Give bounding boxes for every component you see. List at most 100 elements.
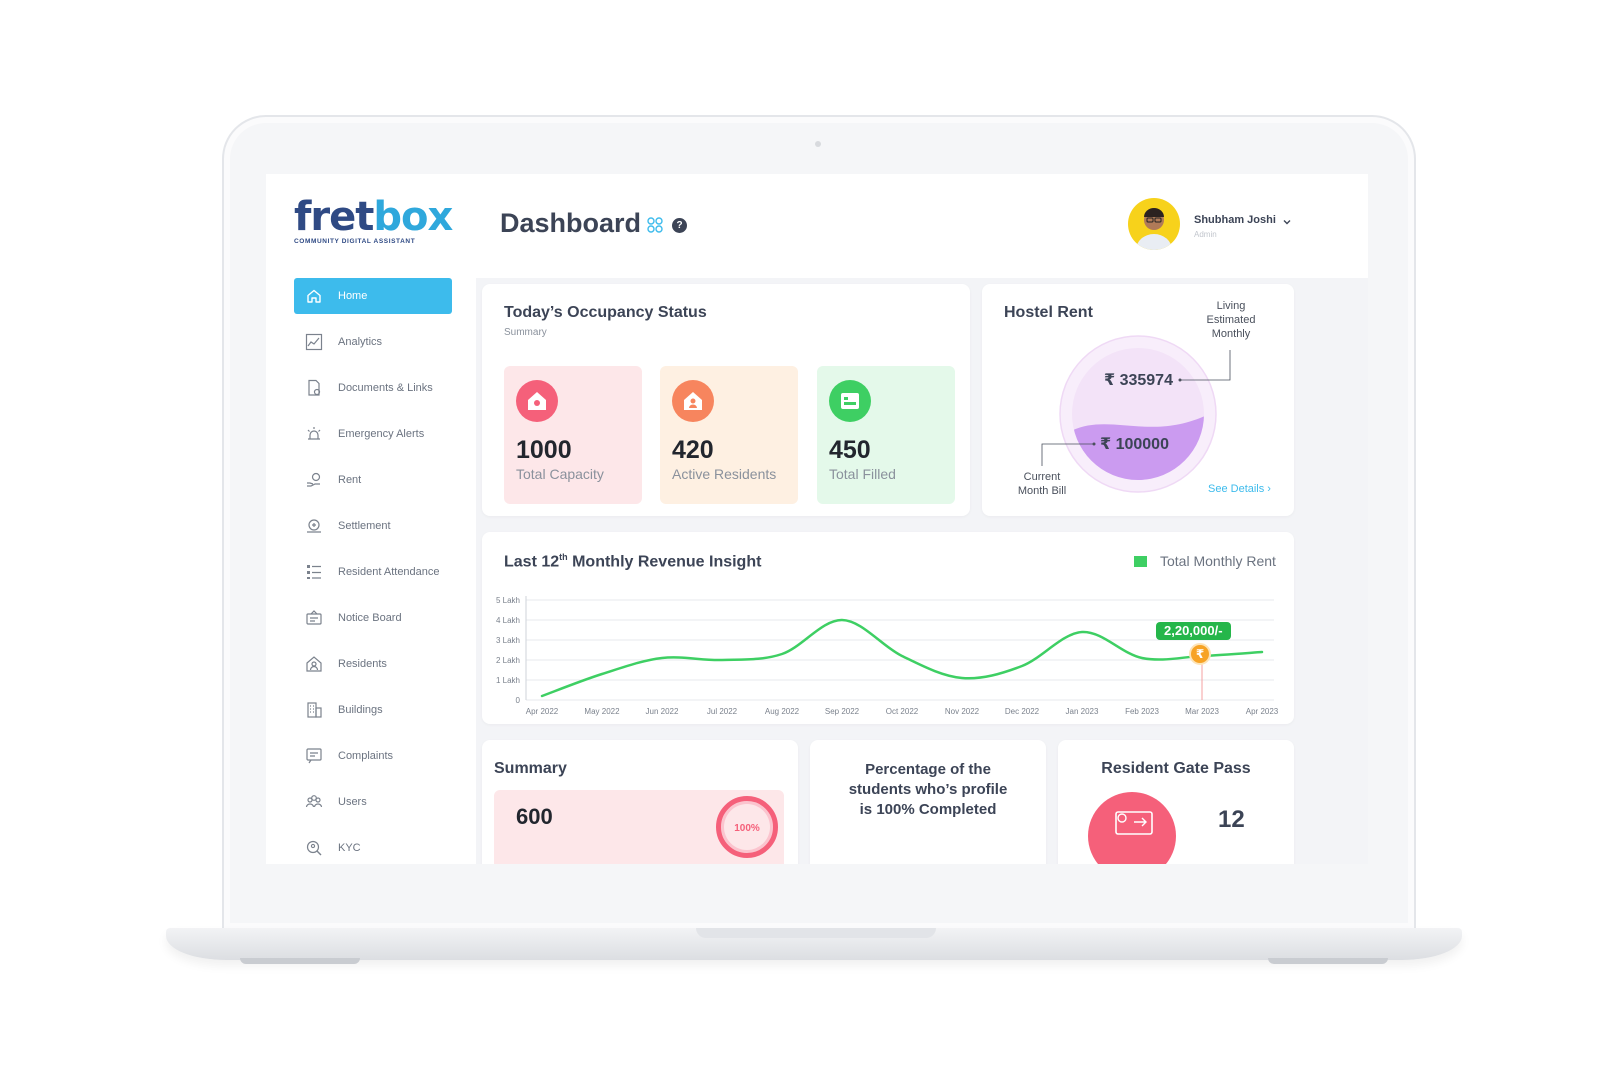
revenue-chart-card: Last 12th Monthly Revenue Insight Total … [482, 532, 1294, 724]
help-icon[interactable]: ? [672, 218, 687, 233]
sidebar-nav: Home Analytics Documents & Links Emergen… [294, 278, 452, 864]
sidebar-item-label: Resident Attendance [338, 566, 440, 578]
occupancy-card: Today’s Occupancy Status Summary 1000 To… [482, 284, 970, 516]
chevron-down-icon[interactable] [1282, 214, 1292, 232]
y-tick-label: 3 Lakh [496, 636, 520, 645]
kyc-icon [304, 838, 324, 858]
occupancy-title: Today’s Occupancy Status [504, 304, 707, 321]
summary-value: 600 [516, 804, 553, 829]
tile-value: 420 [672, 436, 714, 464]
see-details-link[interactable]: See Details › [1208, 483, 1271, 495]
sidebar-item-label: Documents & Links [338, 382, 433, 394]
avatar[interactable] [1128, 198, 1180, 250]
logo-main: fret [294, 194, 374, 240]
summary-panel: 600 100% [494, 790, 784, 864]
estimated-rent-value: ₹ 335974 [1104, 372, 1173, 389]
sidebar-item-complaints[interactable]: Complaints [294, 738, 452, 774]
chart-tooltip: 2,20,000/- [1156, 622, 1231, 640]
analytics-icon [304, 332, 324, 352]
x-tick-label: Dec 2022 [1005, 707, 1040, 716]
tile-label: Total Filled [829, 466, 896, 482]
summary-card: Summary 600 100% [482, 740, 798, 864]
x-tick-label: Nov 2022 [945, 707, 980, 716]
laptop-notch [696, 928, 936, 938]
revenue-title-sup: th [559, 552, 568, 562]
sidebar-item-label: Residents [338, 658, 387, 670]
gate-pass-value: 12 [1218, 806, 1245, 833]
rupee-marker-icon[interactable]: ₹ [1189, 643, 1211, 665]
tile-label: Total Capacity [516, 466, 604, 482]
x-tick-label: Oct 2022 [886, 707, 919, 716]
current-bill-value: ₹ 100000 [1100, 436, 1169, 453]
logo-tagline: COMMUNITY DIGITAL ASSISTANT [294, 238, 416, 245]
brand-logo[interactable]: fretbox COMMUNITY DIGITAL ASSISTANT [294, 194, 453, 245]
gate-pass-icon [1088, 792, 1176, 864]
summary-ring-label: 100% [734, 823, 760, 834]
current-label-line: Current [1023, 471, 1061, 483]
sidebar-item-rent[interactable]: Rent [294, 462, 452, 498]
y-tick-label: 5 Lakh [496, 596, 520, 605]
legend-label: Total Monthly Rent [1160, 553, 1276, 569]
sidebar-item-resident-attendance[interactable]: Resident Attendance [294, 554, 452, 590]
page-title: Dashboard [500, 208, 642, 238]
y-tick-label: 1 Lakh [496, 676, 520, 685]
tile-total-capacity[interactable]: 1000 Total Capacity [504, 366, 642, 504]
logo-accent: box [373, 194, 453, 240]
alarm-icon [304, 424, 324, 444]
user-name[interactable]: Shubham Joshi [1194, 214, 1276, 226]
sidebar-item-buildings[interactable]: Buildings [294, 692, 452, 728]
main-content: Today’s Occupancy Status Summary 1000 To… [476, 278, 1368, 864]
complaints-icon [304, 746, 324, 766]
sidebar-item-label: Settlement [338, 520, 391, 532]
apps-grid-icon[interactable] [646, 216, 664, 239]
tile-active-residents[interactable]: 420 Active Residents [660, 366, 798, 504]
sidebar-item-label: Buildings [338, 704, 383, 716]
camera-icon [815, 141, 821, 147]
tile-total-filled[interactable]: 450 Total Filled [817, 366, 955, 504]
sidebar-item-residents[interactable]: Residents [294, 646, 452, 682]
sidebar-item-label: Complaints [338, 750, 394, 762]
bed-icon [829, 380, 871, 422]
occupancy-subtitle: Summary [504, 327, 547, 338]
notice-board-icon [304, 608, 324, 628]
sidebar-item-settlement[interactable]: Settlement [294, 508, 452, 544]
sidebar-item-label: Home [338, 290, 368, 302]
y-tick-label: 2 Lakh [496, 656, 520, 665]
x-tick-label: Aug 2022 [765, 707, 800, 716]
hostel-rent-title: Hostel Rent [1004, 304, 1093, 321]
revenue-title-post: Monthly Revenue Insight [567, 553, 762, 571]
sidebar-item-kyc[interactable]: KYC [294, 830, 452, 864]
estimated-label-line: Living [1216, 300, 1246, 312]
revenue-line-chart: 0 1 Lakh 2 Lakh 3 Lakh 4 Lakh 5 Lakh Apr 2022 M… [496, 596, 1279, 716]
sidebar-item-home[interactable]: Home [294, 278, 452, 314]
gate-pass-title: Resident Gate Pass [1101, 760, 1251, 777]
revenue-title: Last 12th Monthly Revenue Insight [504, 552, 761, 571]
sidebar-item-documents[interactable]: Documents & Links [294, 370, 452, 406]
estimated-leader-line [1180, 350, 1231, 381]
sidebar-item-emergency-alerts[interactable]: Emergency Alerts [294, 416, 452, 452]
gate-pass-card: Resident Gate Pass 12 [1058, 740, 1294, 864]
sidebar-item-users[interactable]: Users [294, 784, 452, 820]
sidebar-item-notice-board[interactable]: Notice Board [294, 600, 452, 636]
hostel-rent-card: Hostel Rent Living Estimated Monthly ₹ 3… [982, 284, 1294, 516]
profile-completion-title: Percentage of the students who’s profile… [810, 760, 1046, 820]
sidebar-item-analytics[interactable]: Analytics [294, 324, 452, 360]
laptop-foot-right [1268, 958, 1388, 964]
tile-value: 450 [829, 436, 871, 464]
settlement-icon [304, 516, 324, 536]
sidebar-item-label: Users [338, 796, 367, 808]
users-icon [304, 792, 324, 812]
revenue-title-pre: Last 12 [504, 553, 560, 571]
x-tick-label: Feb 2023 [1125, 707, 1159, 716]
x-tick-label: Mar 2023 [1185, 707, 1219, 716]
x-tick-label: Jan 2023 [1066, 707, 1099, 716]
sidebar-item-label: Emergency Alerts [338, 428, 425, 440]
current-bill-label: Current Month Bill [1008, 470, 1076, 498]
rent-bubble-graphic [1041, 335, 1231, 493]
laptop-foot-left [240, 958, 360, 964]
bubble-fill [1072, 414, 1204, 480]
x-tick-label: May 2022 [584, 707, 620, 716]
profile-line: students who’s profile [848, 781, 1008, 798]
rent-icon [304, 470, 324, 490]
legend-swatch [1134, 556, 1147, 567]
